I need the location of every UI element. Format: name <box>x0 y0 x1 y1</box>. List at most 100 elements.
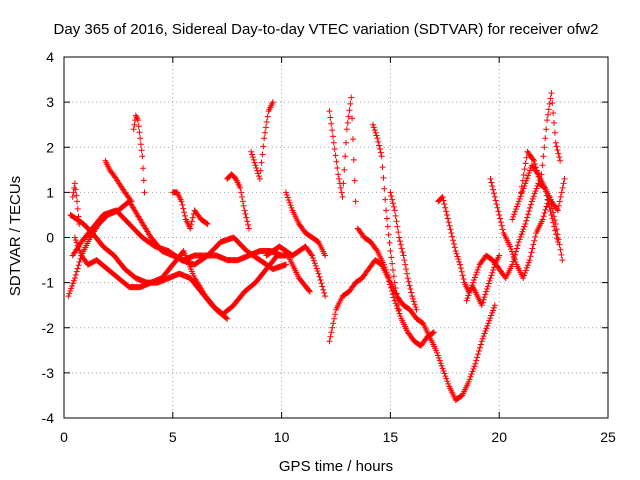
data-point <box>284 194 291 201</box>
data-point <box>352 198 359 205</box>
data-point <box>466 376 473 383</box>
data-point <box>255 173 262 180</box>
data-point <box>308 251 315 258</box>
data-point <box>468 371 475 378</box>
data-point <box>475 347 482 354</box>
data-point <box>248 148 255 155</box>
series-track-f <box>102 157 135 205</box>
data-point <box>70 277 77 284</box>
data-point <box>397 241 404 248</box>
data-point <box>540 213 547 220</box>
data-point <box>544 200 551 207</box>
data-point <box>531 190 538 197</box>
data-point <box>131 121 138 128</box>
data-point <box>552 220 559 227</box>
data-point <box>72 271 79 278</box>
data-point <box>336 175 343 182</box>
data-point <box>522 267 529 274</box>
data-point <box>509 216 516 223</box>
axis-tick-labels: 0 5 10 15 20 25 -4 -3 -2 -1 0 1 2 3 4 <box>42 49 616 445</box>
data-point <box>475 264 482 271</box>
data-point <box>553 143 560 150</box>
data-point <box>330 139 337 146</box>
data-point <box>75 213 82 220</box>
data-point <box>524 214 531 221</box>
data-point <box>490 190 497 197</box>
data-point <box>136 129 143 136</box>
data-point <box>396 238 403 245</box>
data-point <box>453 250 460 257</box>
data-point <box>320 286 327 293</box>
data-point <box>141 189 148 196</box>
data-point <box>497 219 504 226</box>
data-point <box>398 245 405 252</box>
data-point <box>458 268 465 275</box>
data-point <box>490 266 497 273</box>
data-point <box>376 146 383 153</box>
data-point <box>489 309 496 316</box>
data-point <box>485 280 492 287</box>
data-point <box>460 276 467 283</box>
data-point <box>381 185 388 192</box>
data-point <box>178 198 185 205</box>
data-point <box>543 203 550 210</box>
data-point <box>480 333 487 340</box>
y-tick-label: -4 <box>42 410 55 426</box>
data-point <box>546 100 553 107</box>
data-point <box>435 355 442 362</box>
data-point <box>519 228 526 235</box>
data-point <box>137 141 144 148</box>
data-point <box>394 295 401 302</box>
data-point <box>77 249 84 256</box>
data-point <box>181 209 188 216</box>
data-point <box>385 231 392 238</box>
data-point <box>187 225 194 232</box>
data-point <box>76 258 83 265</box>
data-point <box>457 265 464 272</box>
data-point <box>551 129 558 136</box>
data-point <box>391 207 398 214</box>
data-point <box>441 370 448 377</box>
data-point <box>530 241 537 248</box>
data-point <box>538 171 545 178</box>
data-point <box>249 151 256 158</box>
data-point <box>518 190 525 197</box>
data-point <box>531 161 538 168</box>
data-point <box>444 378 451 385</box>
data-point <box>465 378 472 385</box>
data-point <box>315 270 322 277</box>
data-point <box>525 211 532 218</box>
x-tick-label: 20 <box>491 429 507 445</box>
data-point <box>376 142 383 149</box>
y-tick-label: 2 <box>46 139 54 155</box>
data-point <box>560 180 567 187</box>
data-point <box>470 366 477 373</box>
data-point <box>334 165 341 172</box>
data-point <box>403 266 410 273</box>
data-point <box>285 197 292 204</box>
x-tick-label: 10 <box>274 429 290 445</box>
y-tick-label: 1 <box>46 184 54 200</box>
series-track-n <box>354 225 498 403</box>
data-point <box>549 205 556 212</box>
data-point <box>371 127 378 134</box>
data-point <box>514 200 521 207</box>
data-point <box>313 265 320 272</box>
x-axis-label: GPS time / hours <box>279 458 393 475</box>
data-point <box>139 153 146 160</box>
data-point <box>448 229 455 236</box>
data-point <box>510 213 517 220</box>
data-point <box>312 262 319 269</box>
data-point <box>258 159 265 166</box>
data-point <box>327 114 334 121</box>
data-point <box>525 259 532 266</box>
data-point <box>540 153 547 160</box>
data-point <box>380 174 387 181</box>
data-point <box>523 217 530 224</box>
data-point <box>542 135 549 142</box>
data-point <box>521 166 528 173</box>
data-point <box>389 260 396 267</box>
data-point <box>372 129 379 136</box>
data-point <box>71 234 78 241</box>
data-point <box>521 272 528 279</box>
